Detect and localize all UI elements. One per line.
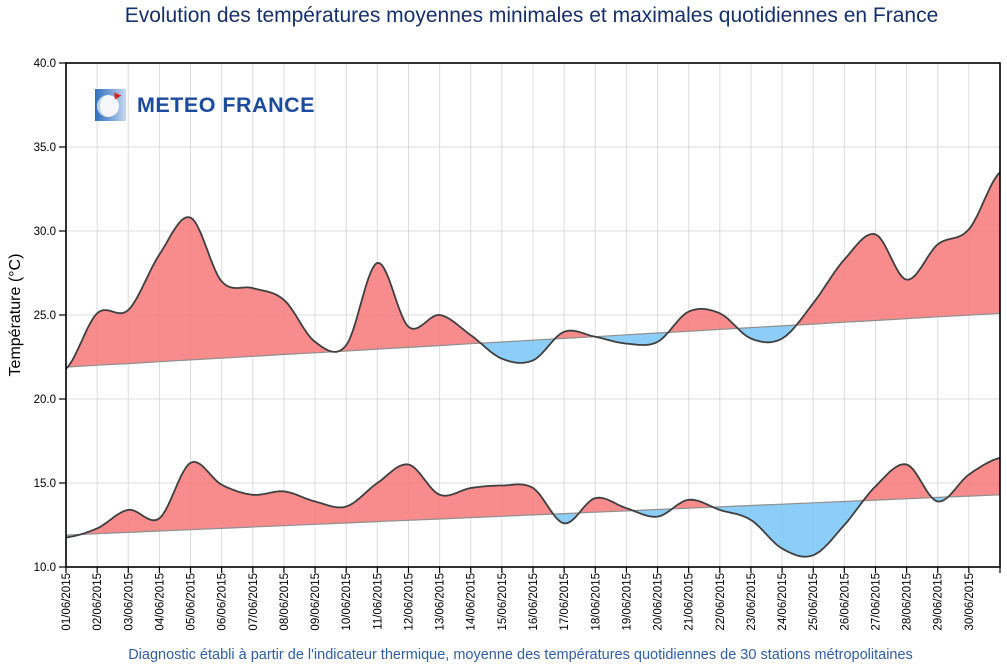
area-above-normal [796, 172, 1000, 326]
meteo-france-logo-icon [95, 89, 126, 121]
y-axis-title: Température (°C) [7, 253, 24, 377]
x-tick-label: 08/06/2015 [279, 573, 291, 631]
x-tick-label: 02/06/2015 [92, 573, 104, 631]
x-tick-label: 10/06/2015 [341, 573, 353, 631]
temperature-chart: 10.0 15.0 20.0 25.0 30.0 35.0 40.0 01/06/2015 02… [34, 58, 1001, 631]
x-tick-label: 14/06/2015 [466, 573, 478, 631]
x-tick-label: 26/06/2015 [839, 573, 851, 631]
footer-note: Diagnostic établi à partir de l'indicate… [128, 647, 913, 663]
x-tick-label: 18/06/2015 [590, 573, 602, 631]
x-tick-label: 09/06/2015 [310, 573, 322, 631]
x-tick-label: 11/06/2015 [372, 573, 384, 630]
normal-line [65, 494, 1001, 536]
x-tick-label: 05/06/2015 [186, 573, 198, 631]
area-above-normal [863, 464, 932, 501]
area-below-normal [712, 500, 864, 557]
y-tick-label: 30.0 [34, 226, 56, 238]
x-tick-label: 19/06/2015 [621, 573, 633, 631]
area-below-normal [594, 332, 669, 345]
x-tick-label: 03/06/2015 [123, 573, 135, 631]
x-tick-label: 30/06/2015 [964, 573, 976, 631]
x-tick-label: 23/06/2015 [746, 573, 758, 631]
normal-line [65, 312, 1001, 368]
area-above-normal [947, 457, 1000, 497]
x-tick-label: 15/06/2015 [497, 573, 509, 631]
page-title: Evolution des températures moyennes mini… [124, 4, 939, 27]
y-tick-label: 15.0 [34, 478, 56, 490]
temperature-curve [65, 456, 1001, 558]
x-tick-label: 22/06/2015 [715, 573, 727, 631]
y-tick-label: 20.0 [34, 394, 56, 406]
temperature-curve [65, 171, 1001, 370]
y-tick-label: 25.0 [34, 310, 56, 322]
x-tick-label: 16/06/2015 [528, 573, 540, 631]
area-above-normal [579, 497, 634, 513]
x-tick-label: 20/06/2015 [653, 573, 665, 631]
x-tick-label: 25/06/2015 [808, 573, 820, 631]
y-tick-label: 10.0 [34, 562, 56, 574]
x-tick-label: 27/06/2015 [870, 573, 882, 631]
y-tick-label: 35.0 [34, 142, 56, 154]
x-tick-label: 13/06/2015 [435, 573, 447, 631]
x-tick-label: 01/06/2015 [61, 573, 73, 631]
logo-red-arrow [114, 92, 122, 100]
x-tick-label: 17/06/2015 [559, 573, 571, 631]
x-tick-label: 04/06/2015 [154, 573, 166, 631]
y-tick-label: 40.0 [34, 58, 56, 70]
area-above-normal [67, 217, 333, 367]
x-tick-label: 28/06/2015 [902, 573, 914, 631]
area-above-normal [668, 308, 738, 333]
x-tick-label: 21/06/2015 [684, 573, 696, 631]
logo-moon [97, 95, 119, 117]
meteo-france-logo: METEO FRANCE [95, 89, 315, 121]
x-tick-label: 12/06/2015 [403, 573, 415, 631]
area-above-normal [337, 262, 481, 352]
x-tick-label: 07/06/2015 [248, 573, 260, 631]
logo-text: METEO FRANCE [137, 92, 315, 117]
logo-moon-shade [97, 95, 108, 117]
area-above-normal [80, 462, 554, 535]
x-tick-label: 29/06/2015 [933, 573, 945, 631]
x-tick-label: 24/06/2015 [777, 573, 789, 631]
x-tick-label: 06/06/2015 [217, 573, 229, 631]
